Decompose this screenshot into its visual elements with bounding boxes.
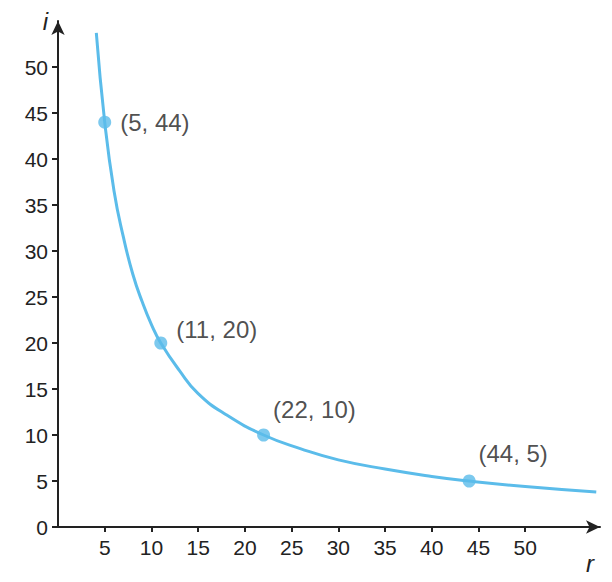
svg-text:0: 0 <box>36 516 48 539</box>
svg-text:45: 45 <box>467 536 490 559</box>
svg-text:5: 5 <box>99 536 111 559</box>
svg-text:10: 10 <box>140 536 163 559</box>
svg-text:40: 40 <box>420 536 443 559</box>
svg-text:25: 25 <box>280 536 303 559</box>
svg-text:30: 30 <box>25 240 48 263</box>
svg-text:15: 15 <box>25 378 48 401</box>
svg-text:35: 35 <box>373 536 396 559</box>
svg-text:(22, 10): (22, 10) <box>273 396 356 423</box>
svg-text:20: 20 <box>25 332 48 355</box>
svg-text:15: 15 <box>186 536 209 559</box>
svg-text:r: r <box>586 550 595 577</box>
svg-text:50: 50 <box>514 536 537 559</box>
svg-text:(11, 20): (11, 20) <box>176 316 257 343</box>
svg-text:25: 25 <box>25 286 48 309</box>
svg-text:30: 30 <box>327 536 350 559</box>
svg-text:20: 20 <box>233 536 256 559</box>
svg-text:(5, 44): (5, 44) <box>120 109 189 136</box>
svg-text:35: 35 <box>25 194 48 217</box>
svg-text:40: 40 <box>25 148 48 171</box>
svg-text:5: 5 <box>36 470 48 493</box>
svg-text:(44, 5): (44, 5) <box>478 440 547 467</box>
svg-text:50: 50 <box>25 56 48 79</box>
svg-text:45: 45 <box>25 102 48 125</box>
svg-text:10: 10 <box>25 424 48 447</box>
svg-text:i: i <box>43 8 49 35</box>
